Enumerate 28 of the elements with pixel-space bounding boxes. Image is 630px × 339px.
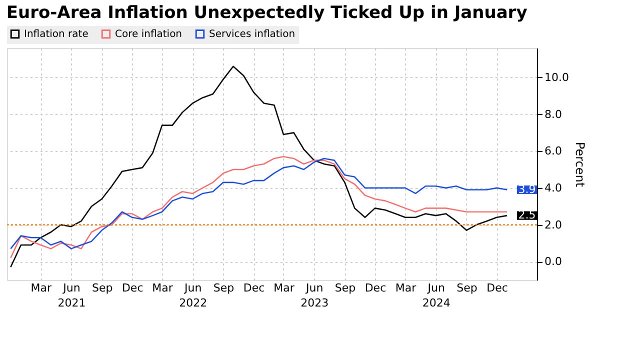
x-tick-label: Jun 2022 — [179, 282, 208, 310]
x-tick-label: Mar — [30, 282, 52, 294]
y-tick-label: 4.0 — [544, 181, 562, 194]
x-tick-label: Sep — [213, 282, 234, 294]
x-tick-label: Mar — [274, 282, 295, 294]
y-axis-title: Percent — [572, 142, 587, 188]
chart-title: Euro-Area Inflation Unexpectedly Ticked Up in January — [6, 3, 528, 23]
x-tick-label: Dec — [122, 282, 144, 294]
x-tick-label: Sep — [334, 282, 356, 294]
x-tick-label: Mar — [152, 282, 174, 294]
x-tick-label: Mar — [395, 282, 417, 294]
y-tick-label: 2.0 — [544, 218, 562, 232]
x-tick-label: Sep — [456, 282, 478, 294]
x-tick-label: Dec — [243, 282, 265, 294]
line-series — [10, 66, 508, 268]
y-tick-label: 6.0 — [544, 144, 562, 158]
y-tick-label: 0.0 — [544, 255, 562, 268]
x-tick-label: Dec — [486, 282, 508, 294]
legend-label: Inflation rate — [24, 29, 88, 40]
legend-label: Services inflation — [209, 29, 296, 40]
x-tick-label: Dec — [364, 282, 386, 294]
x-tick-label: Jun 2023 — [300, 282, 329, 310]
x-tick-label: Jun 2024 — [422, 282, 450, 310]
y-tick-label: 8.0 — [544, 108, 562, 121]
x-tick-label: Sep — [92, 282, 113, 294]
y-tick-label: 10.0 — [544, 70, 569, 84]
x-tick-label: Jun 2021 — [58, 282, 86, 310]
legend-label: Core inflation — [115, 29, 182, 40]
